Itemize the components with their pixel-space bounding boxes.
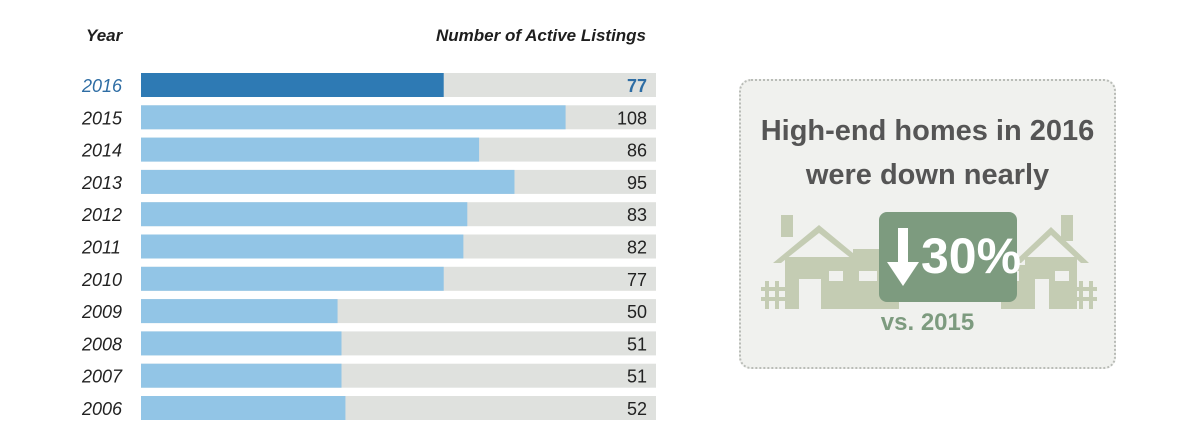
percent-value: 30% (921, 228, 1022, 284)
year-label-2015: 2015 (81, 108, 123, 128)
value-label-2014: 86 (627, 141, 647, 161)
bar-2014 (141, 137, 480, 162)
bar-2007 (141, 363, 342, 388)
value-label-2013: 95 (627, 173, 647, 193)
callout-title: High-end homes in 2016 were down nearly (741, 109, 1114, 197)
value-label-2006: 52 (627, 399, 647, 419)
year-label-2007: 2007 (81, 367, 123, 387)
year-label-2008: 2008 (81, 334, 122, 354)
year-label-2014: 2014 (81, 141, 122, 161)
bar-2010 (141, 266, 444, 291)
callout-box: High-end homes in 2016 were down nearly (739, 79, 1116, 369)
value-label-2010: 77 (627, 270, 647, 290)
year-label-2013: 2013 (81, 173, 122, 193)
down-arrow-icon (887, 228, 919, 286)
value-label-2009: 50 (627, 302, 647, 322)
bar-2013 (141, 169, 515, 194)
value-label-2011: 82 (627, 238, 647, 258)
value-label-2012: 83 (627, 205, 647, 225)
year-label-2011: 2011 (81, 238, 121, 258)
callout-line-2: were down nearly (805, 159, 1050, 191)
value-header: Number of Active Listings (436, 26, 647, 45)
year-label-2009: 2009 (81, 302, 122, 322)
callout-line-1: High-end homes in 2016 (760, 115, 1095, 147)
bar-2009 (141, 299, 338, 324)
percent-box: 30% (879, 212, 1021, 302)
year-label-2012: 2012 (81, 205, 122, 225)
value-label-2016: 77 (627, 76, 647, 96)
value-label-2008: 51 (627, 334, 647, 354)
category-header: Year (86, 26, 123, 45)
year-label-2006: 2006 (81, 399, 123, 419)
bar-2015 (141, 105, 566, 130)
year-label-2010: 2010 (81, 270, 122, 290)
callout-subtext: vs. 2015 (880, 309, 975, 336)
bar-2008 (141, 331, 342, 356)
value-label-2007: 51 (627, 367, 647, 387)
bar-chart: 2016 77 2015 108 2014 86 2013 95 2012 83 2011 82 201… (81, 73, 656, 420)
bar-2012 (141, 202, 468, 227)
year-label-2016: 2016 (81, 76, 123, 96)
bar-2011 (141, 234, 464, 259)
value-label-2015: 108 (617, 108, 647, 128)
bar-2006 (141, 396, 346, 420)
bar-2016 (141, 73, 444, 97)
